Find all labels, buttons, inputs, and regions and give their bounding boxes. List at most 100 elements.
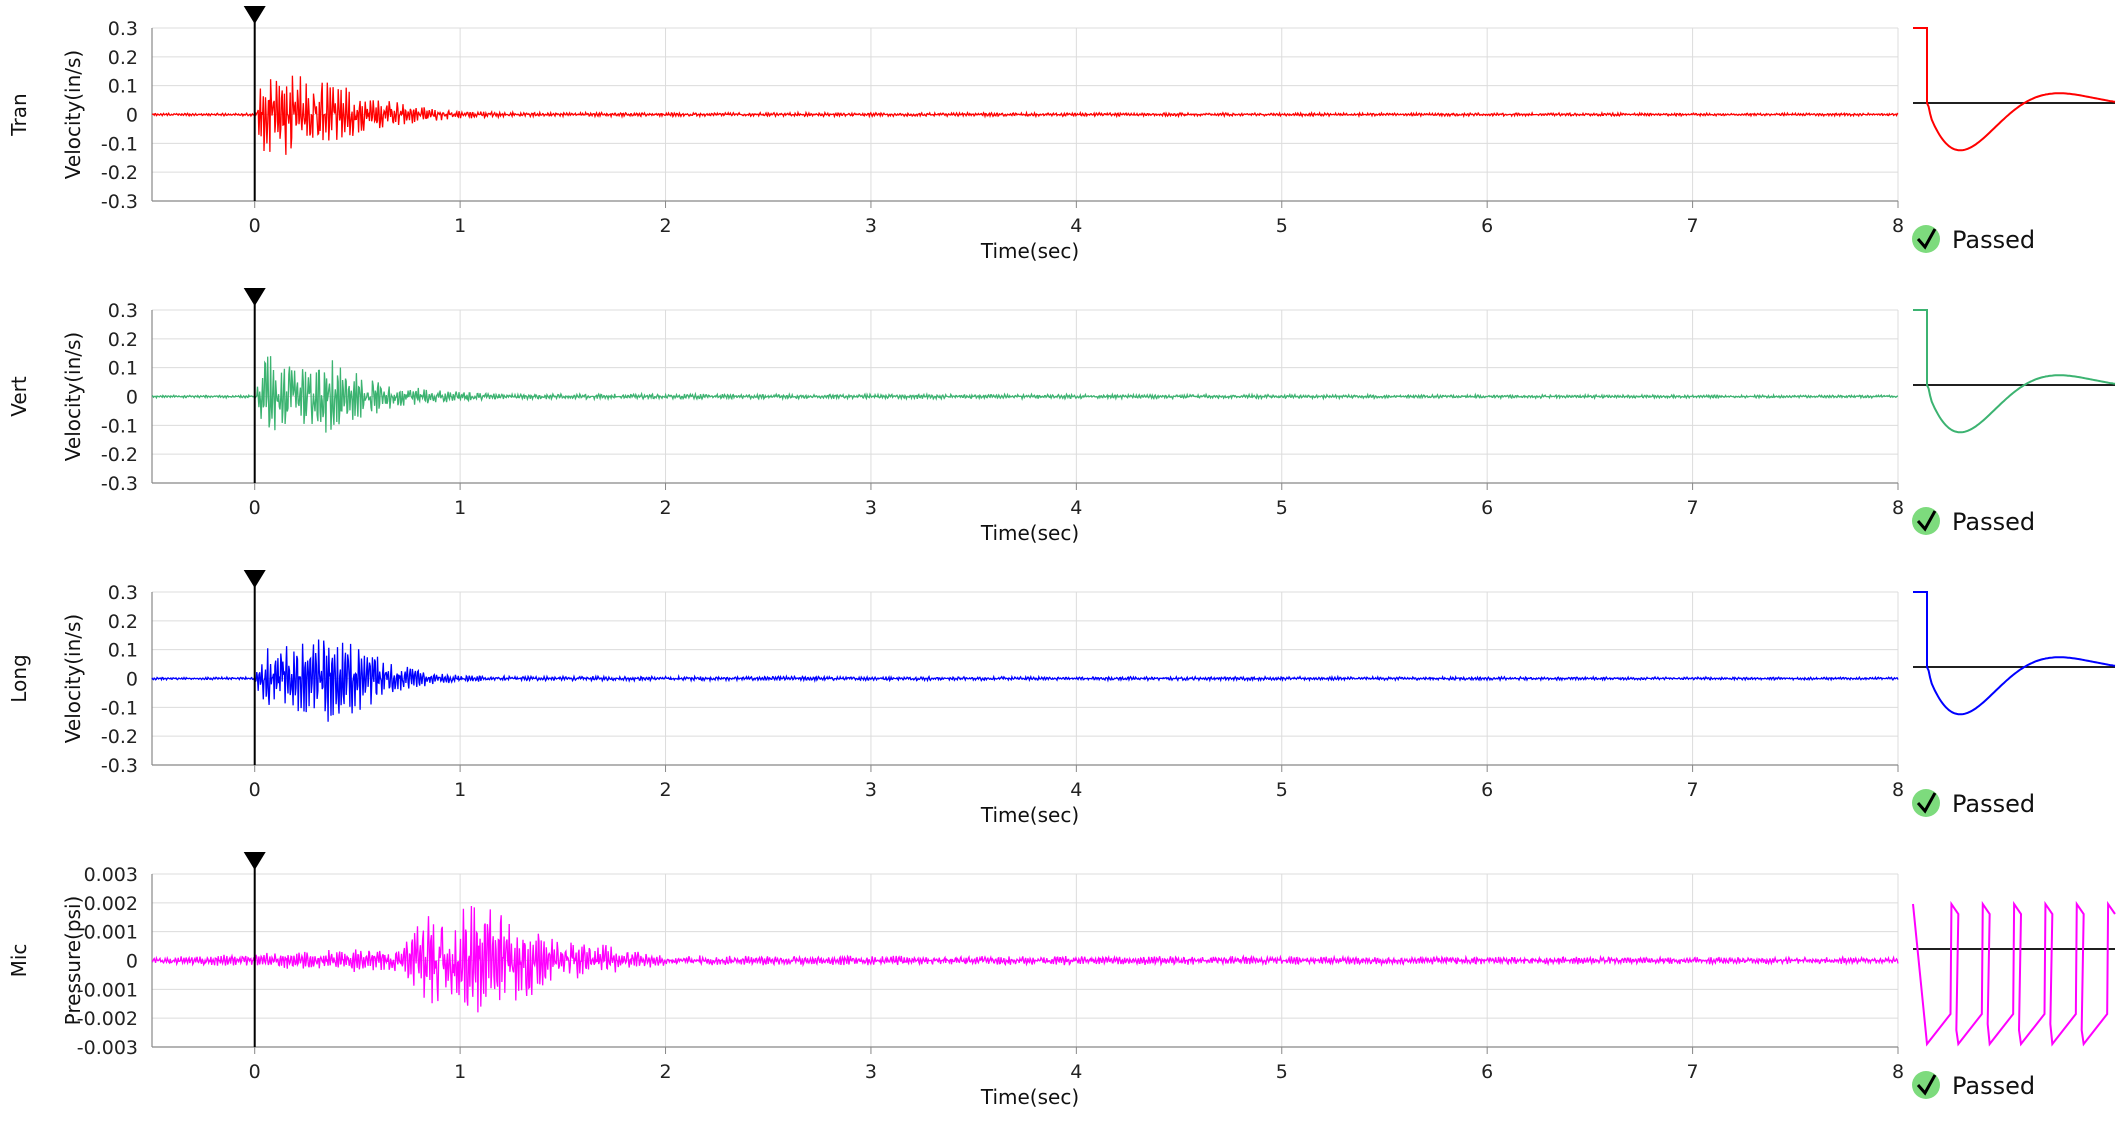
y-tick-label: -0.001 <box>77 979 138 1001</box>
trigger-marker-icon <box>243 570 266 588</box>
panel-long: 0.3 0.2 0.1 0 -0.1 -0.2 -0.3 0 1 2 3 4 5 6 7 8 Time(sec)… <box>7 570 2116 827</box>
x-tick-label: 8 <box>1892 1061 1904 1083</box>
y-tick-label: 0 <box>126 105 138 127</box>
trigger-marker-icon <box>243 288 266 306</box>
y-tick-label: -0.2 <box>101 444 138 466</box>
x-tick-label: 7 <box>1687 779 1699 801</box>
check-icon <box>1912 225 1940 253</box>
y-tick-label: 0.3 <box>108 300 138 322</box>
y-axis-title: Velocity(in/s) <box>61 614 85 743</box>
x-tick-label: 3 <box>865 215 877 237</box>
x-axis-title: Time(sec) <box>980 239 1079 263</box>
calibration-pulse-trace <box>1913 591 2116 716</box>
waveform-trace <box>151 356 1899 433</box>
y-tick-label: -0.1 <box>101 133 138 155</box>
check-icon <box>1912 1071 1940 1099</box>
x-tick-label: 2 <box>659 497 671 519</box>
y-tick-label: 0.1 <box>108 640 138 662</box>
x-tick-label: 1 <box>454 779 466 801</box>
x-tick-label: 2 <box>659 215 671 237</box>
x-tick-label: 3 <box>865 1061 877 1083</box>
x-tick-label: 8 <box>1892 215 1904 237</box>
y-tick-label: -0.002 <box>77 1008 138 1030</box>
y-tick-label: -0.3 <box>101 755 138 777</box>
x-tick-label: 5 <box>1276 215 1288 237</box>
trigger-marker-icon <box>243 852 266 870</box>
x-tick-label: 7 <box>1687 215 1699 237</box>
x-tick-label: 6 <box>1481 779 1493 801</box>
status-label: Passed <box>1952 508 2035 536</box>
x-axis-title: Time(sec) <box>980 521 1079 545</box>
y-axis-title: Velocity(in/s) <box>61 50 85 179</box>
y-tick-label: -0.3 <box>101 191 138 213</box>
y-tick-label: 0.001 <box>84 922 138 944</box>
y-tick-label: 0.002 <box>84 893 138 915</box>
x-axis-title: Time(sec) <box>980 1085 1079 1109</box>
x-tick-label: 1 <box>454 497 466 519</box>
y-tick-label: -0.003 <box>77 1037 138 1059</box>
y-tick-label: -0.1 <box>101 697 138 719</box>
x-tick-label: 6 <box>1481 215 1493 237</box>
channel-label: Vert <box>7 376 31 417</box>
x-tick-label: 7 <box>1687 1061 1699 1083</box>
status-label: Passed <box>1952 226 2035 254</box>
checkmark-icon <box>1916 792 1937 814</box>
panel-vert: 0.3 0.2 0.1 0 -0.1 -0.2 -0.3 0 1 2 3 4 5 6 7 8 Time(sec)… <box>7 288 2116 545</box>
x-tick-label: 1 <box>454 215 466 237</box>
x-tick-label: 4 <box>1070 1061 1082 1083</box>
x-tick-label: 7 <box>1687 497 1699 519</box>
x-tick-label: 3 <box>865 779 877 801</box>
y-axis-title: Pressure(psi) <box>61 896 85 1026</box>
y-tick-label: 0.3 <box>108 18 138 40</box>
x-tick-label: 5 <box>1276 497 1288 519</box>
x-tick-label: 0 <box>249 215 261 237</box>
waveform-trace <box>151 905 1899 1013</box>
channel-label: Mic <box>7 944 31 978</box>
y-tick-label: -0.2 <box>101 162 138 184</box>
y-axis-title: Velocity(in/s) <box>61 332 85 461</box>
channel-label: Long <box>7 654 31 702</box>
y-tick-label: 0 <box>126 951 138 973</box>
x-tick-label: 4 <box>1070 215 1082 237</box>
trigger-marker-icon <box>243 6 266 24</box>
status-label: Passed <box>1952 790 2035 818</box>
y-tick-label: 0.003 <box>84 864 138 886</box>
check-icon <box>1912 507 1940 535</box>
x-axis-title: Time(sec) <box>980 803 1079 827</box>
x-tick-label: 5 <box>1276 779 1288 801</box>
y-tick-label: 0 <box>126 669 138 691</box>
calibration-pulse-trace <box>1913 27 2116 152</box>
check-icon <box>1912 789 1940 817</box>
x-tick-label: 6 <box>1481 497 1493 519</box>
y-tick-label: 0.2 <box>108 611 138 633</box>
y-tick-label: -0.3 <box>101 473 138 495</box>
channel-label: Tran <box>7 93 31 136</box>
y-tick-label: 0.3 <box>108 582 138 604</box>
status-label: Passed <box>1952 1072 2035 1100</box>
checkmark-icon <box>1916 228 1937 250</box>
x-tick-label: 1 <box>454 1061 466 1083</box>
x-tick-label: 6 <box>1481 1061 1493 1083</box>
x-tick-label: 8 <box>1892 497 1904 519</box>
y-tick-label: 0.1 <box>108 358 138 380</box>
y-tick-label: 0.1 <box>108 76 138 98</box>
x-tick-label: 4 <box>1070 779 1082 801</box>
x-tick-label: 8 <box>1892 779 1904 801</box>
panel-mic: 0.003 0.002 0.001 0 -0.001 -0.002 -0.003 0 1 2 3 4 5… <box>7 852 2116 1109</box>
x-tick-label: 2 <box>659 1061 671 1083</box>
y-tick-label: -0.1 <box>101 415 138 437</box>
y-tick-label: 0.2 <box>108 47 138 69</box>
y-tick-label: 0.2 <box>108 329 138 351</box>
x-tick-label: 0 <box>249 497 261 519</box>
checkmark-icon <box>1916 1074 1937 1096</box>
x-tick-label: 4 <box>1070 497 1082 519</box>
checkmark-icon <box>1916 510 1937 532</box>
x-tick-label: 3 <box>865 497 877 519</box>
calibration-pulse-trace <box>1913 309 2116 434</box>
x-tick-label: 0 <box>249 1061 261 1083</box>
calibration-pulse-trace <box>1912 900 2116 1047</box>
x-tick-label: 2 <box>659 779 671 801</box>
y-tick-label: 0 <box>126 387 138 409</box>
